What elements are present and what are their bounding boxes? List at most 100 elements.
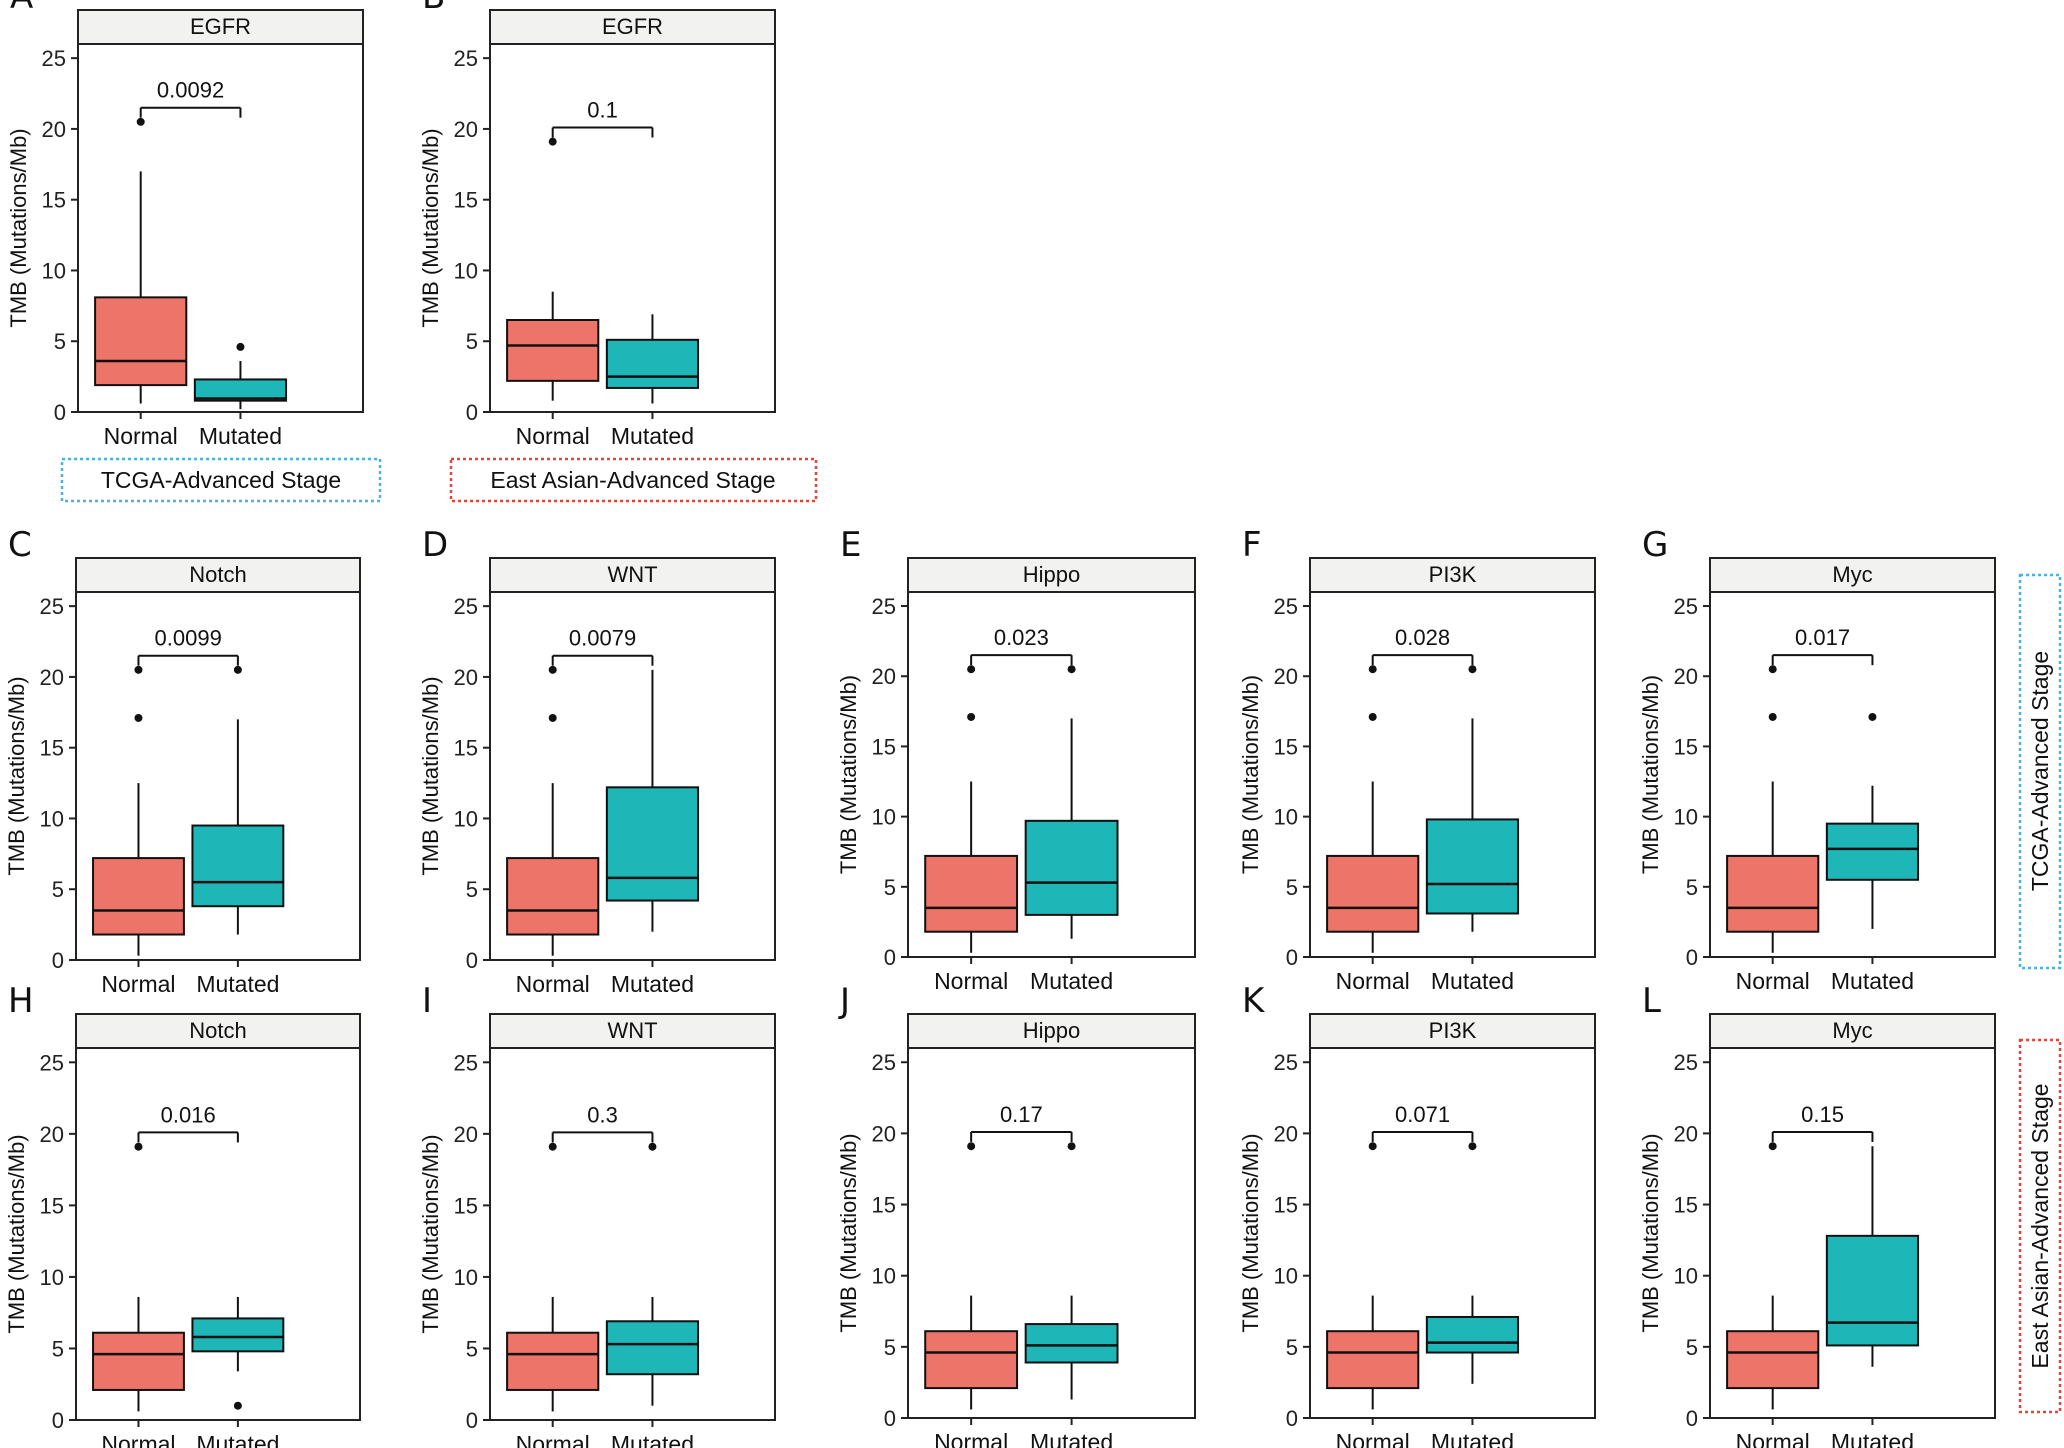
- y-tick-label: 15: [40, 736, 64, 761]
- y-tick-label: 0: [52, 948, 64, 973]
- outlier-point: [1768, 1142, 1777, 1151]
- facet-strip-label: Myc: [1832, 562, 1872, 587]
- y-axis-label: TMB (Mutations/Mb): [418, 128, 443, 327]
- box-iqr: [1726, 1330, 1820, 1390]
- box-iqr: [1425, 818, 1520, 915]
- outlier-point: [1368, 1142, 1377, 1151]
- y-axis-label: TMB (Mutations/Mb): [6, 128, 31, 327]
- tcga-side-label: TCGA-Advanced Stage: [2027, 651, 2053, 891]
- facet-strip: [75, 1013, 361, 1049]
- box-iqr: [924, 1330, 1019, 1390]
- eastasian-bottom-label-group: East Asian-Advanced Stage: [449, 457, 818, 503]
- box-normal: [506, 137, 600, 401]
- box-normal: [506, 1142, 600, 1412]
- x-tick-label: Normal: [516, 1431, 590, 1448]
- y-tick-label: 10: [872, 805, 896, 830]
- significance-bracket: 0.15: [1771, 1102, 1874, 1142]
- outlier-point: [233, 1401, 242, 1410]
- y-tick-label: 20: [40, 1122, 64, 1147]
- y-axis-label: TMB (Mutations/Mb): [418, 676, 443, 875]
- box-iqr: [1726, 854, 1820, 933]
- p-value-label: 0.023: [994, 625, 1049, 650]
- box-normal: [1726, 1142, 1820, 1410]
- tcga-bottom-label-group: TCGA-Advanced Stage: [60, 457, 382, 503]
- y-tick-label: 25: [872, 594, 896, 619]
- y-tick-label: 0: [52, 1408, 64, 1433]
- y-tick-label: 10: [454, 1265, 478, 1290]
- outlier-point: [134, 1142, 143, 1151]
- y-tick-label: 5: [466, 329, 478, 354]
- outlier-point: [548, 665, 557, 674]
- box-mutated: [193, 342, 288, 410]
- facet-strip-label: PI3K: [1429, 562, 1477, 587]
- outlier-point: [134, 665, 143, 674]
- panel-letter: I: [422, 981, 432, 1021]
- box-iqr: [191, 1317, 285, 1353]
- y-tick-label: 15: [1274, 1193, 1298, 1218]
- significance-bracket: 0.023: [970, 625, 1073, 666]
- p-value-label: 0.071: [1395, 1102, 1450, 1127]
- box-mutated: [1024, 1142, 1119, 1400]
- facet-strip-label: PI3K: [1429, 1018, 1477, 1043]
- facet-strip-label: EGFR: [190, 14, 251, 39]
- x-tick-label: Mutated: [611, 971, 694, 997]
- y-tick-label: 10: [454, 806, 478, 831]
- facet-strip: [489, 9, 776, 45]
- y-axis-label: TMB (Mutations/Mb): [418, 1134, 443, 1333]
- eastasian-side-label-group: East Asian-Advanced Stage: [2018, 1038, 2062, 1414]
- facet-strip-label: Myc: [1832, 1018, 1872, 1043]
- box-mutated: [605, 1142, 700, 1406]
- x-tick-label: Mutated: [1831, 968, 1914, 994]
- panel-letter: E: [840, 525, 861, 565]
- significance-bracket: 0.016: [137, 1102, 239, 1143]
- panel-letter: B: [422, 0, 445, 17]
- y-tick-label: 0: [1686, 945, 1698, 970]
- x-tick-label: Normal: [516, 971, 590, 997]
- y-tick-label: 20: [872, 664, 896, 689]
- box-iqr: [1024, 1323, 1119, 1364]
- significance-bracket: 0.071: [1371, 1102, 1474, 1142]
- panel-j: J Hippo 0 5 10 15 20 25 TMB (Mutations/Mb) 0.17 No…: [836, 981, 1196, 1448]
- panel-g: G Myc 0 5 10 15 20 25 TMB (Mutations/Mb) 0.017 Nor…: [1638, 525, 1996, 994]
- y-tick-label: 5: [52, 877, 64, 902]
- box-mutated: [191, 1296, 285, 1410]
- x-tick-label: Mutated: [196, 971, 279, 997]
- y-axis-label: TMB (Mutations/Mb): [836, 1133, 861, 1332]
- y-tick-label: 25: [42, 46, 66, 71]
- eastasian-side-frame: [2018, 1038, 2062, 1414]
- outlier-point: [1067, 1142, 1076, 1151]
- x-tick-label: Mutated: [1030, 1429, 1113, 1448]
- box-iqr: [1825, 822, 1920, 881]
- y-tick-label: 0: [466, 400, 478, 425]
- y-tick-label: 20: [1274, 1121, 1298, 1146]
- box-mutated: [1425, 665, 1520, 932]
- significance-bracket: 0.0099: [137, 626, 239, 666]
- y-tick-label: 20: [454, 117, 478, 142]
- facet-strip-label: Hippo: [1023, 1018, 1080, 1043]
- box-iqr: [1425, 1315, 1520, 1354]
- y-tick-label: 0: [884, 945, 896, 970]
- box-iqr: [506, 319, 600, 382]
- panel-letter: H: [8, 981, 34, 1021]
- outlier-point: [548, 1142, 557, 1151]
- outlier-point: [967, 712, 976, 721]
- significance-bracket: 0.17: [970, 1102, 1073, 1142]
- box-iqr: [1024, 819, 1119, 916]
- outlier-point: [1868, 712, 1877, 721]
- outlier-point: [1368, 665, 1377, 674]
- y-tick-label: 25: [1674, 594, 1698, 619]
- y-tick-label: 25: [454, 46, 478, 71]
- y-tick-label: 5: [466, 1336, 478, 1361]
- y-tick-label: 15: [1274, 734, 1298, 759]
- y-tick-label: 10: [40, 1265, 64, 1290]
- significance-bracket: 0.017: [1771, 625, 1874, 666]
- y-tick-label: 10: [1274, 1264, 1298, 1289]
- facet-strip-label: WNT: [607, 1018, 657, 1043]
- y-tick-label: 25: [40, 594, 64, 619]
- panel-b: B EGFR 0 5 10 15 20 25 TMB (Mutations/Mb) 0.1 Norm…: [418, 0, 776, 449]
- y-tick-label: 20: [42, 117, 66, 142]
- facet-strip: [489, 557, 776, 593]
- facet-strip-label: EGFR: [602, 14, 663, 39]
- panel-letter: A: [10, 0, 33, 17]
